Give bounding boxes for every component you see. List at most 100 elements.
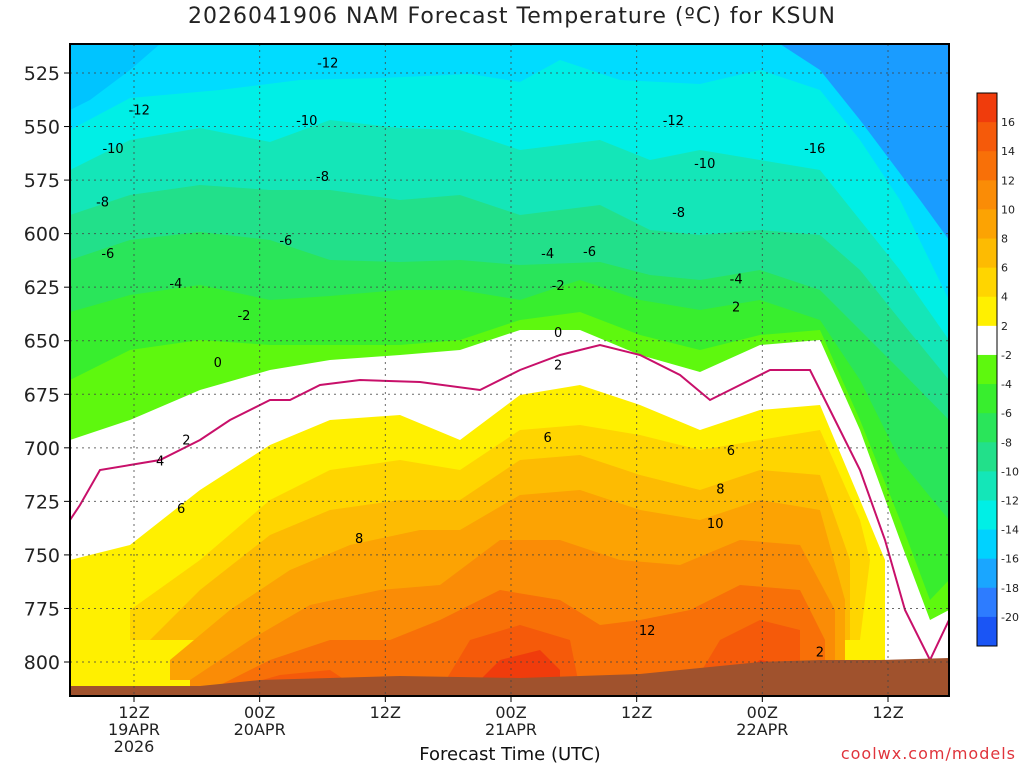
colorbar-swatch <box>977 413 997 443</box>
colorbar-swatch <box>977 616 997 647</box>
x-tick-label: 19APR <box>108 720 160 739</box>
contour-label: 0 <box>554 326 562 341</box>
colorbar-swatch <box>977 529 997 560</box>
y-tick-label: 725 <box>24 491 60 513</box>
contour-label: 2 <box>732 300 740 315</box>
band-lt-minus14 <box>70 44 949 240</box>
colorbar-label: -10 <box>1001 465 1019 478</box>
colorbar-label: -12 <box>1001 494 1019 507</box>
x-tick-label: 12Z <box>370 703 401 722</box>
x-tick-label: 12Z <box>621 703 652 722</box>
colorbar-label: 12 <box>1001 174 1015 187</box>
chart-title: 2026041906 NAM Forecast Temperature (ºC)… <box>188 4 836 29</box>
y-tick-label: 750 <box>24 545 60 567</box>
y-tick-label: 550 <box>24 117 60 139</box>
contour-label: -2 <box>237 309 250 324</box>
colorbar-label: 16 <box>1001 116 1015 129</box>
y-tick-label: 775 <box>24 598 60 620</box>
contour-label: 6 <box>177 502 185 517</box>
site-credit: coolwx.com/models <box>840 744 1016 763</box>
colorbar-swatch <box>977 384 997 414</box>
colorbar-swatch <box>977 238 997 269</box>
contour-label: -10 <box>694 157 715 172</box>
colorbar-label: 6 <box>1001 262 1008 275</box>
contour-label: 6 <box>544 431 552 446</box>
contour-label: 0 <box>214 356 222 371</box>
grid-lines <box>70 44 949 696</box>
y-tick-label: 575 <box>24 170 60 192</box>
x-tick-label: 00Z <box>495 703 526 722</box>
contour-label: 10 <box>707 517 724 532</box>
contour-label: 4 <box>156 455 164 470</box>
contour-label: -8 <box>672 206 685 221</box>
y-tick-label: 800 <box>24 652 60 674</box>
colorbar-swatch <box>977 558 997 589</box>
colorbar: 16 14 12 10 8 6 4 2 -2 -4 -6 -8 -10 -12 -14 -16 -18 -20 <box>976 92 1019 647</box>
band-minus14 <box>70 44 160 110</box>
colorbar-swatch <box>977 180 997 210</box>
contour-label: -8 <box>316 170 329 185</box>
contour-label: -8 <box>96 196 109 211</box>
contour-label: 8 <box>355 532 363 547</box>
colorbar-frame <box>976 92 998 647</box>
contour-label: -4 <box>169 277 182 292</box>
colorbar-label: -8 <box>1001 436 1012 449</box>
x-axis-title: Forecast Time (UTC) <box>419 744 601 765</box>
colorbar-swatch <box>977 442 997 472</box>
colorbar-label: 8 <box>1001 233 1008 246</box>
colorbar-label: -2 <box>1001 349 1012 362</box>
contour-label: -6 <box>583 245 596 260</box>
y-axis: 525 550 575 600 625 650 675 700 725 750 775 800 <box>24 63 70 674</box>
colorbar-swatch <box>977 151 997 181</box>
contour-label: 2 <box>554 358 562 373</box>
contour-label: 2 <box>182 433 190 448</box>
x-tick-label: 00Z <box>244 703 275 722</box>
contour-label: -12 <box>663 114 684 129</box>
colorbar-swatch <box>977 325 997 356</box>
colorbar-label: -20 <box>1001 611 1019 624</box>
contour-label: -10 <box>296 114 317 129</box>
y-tick-label: 625 <box>24 277 60 299</box>
colorbar-swatch <box>977 354 997 385</box>
contour-label: 6 <box>727 444 735 459</box>
y-tick-label: 600 <box>24 224 60 246</box>
contour-label: -12 <box>129 103 150 118</box>
colorbar-label: -4 <box>1001 378 1012 391</box>
colorbar-swatch <box>977 296 997 327</box>
x-tick-label: 12Z <box>872 703 903 722</box>
freezing-level-contour <box>70 343 949 663</box>
x-tick-label: 00Z <box>747 703 778 722</box>
contour-label: -16 <box>804 142 825 157</box>
x-tick-label: 2026 <box>114 737 155 756</box>
y-tick-label: 700 <box>24 438 60 460</box>
colorbar-label: -14 <box>1001 524 1019 537</box>
contour-label: -4 <box>541 247 554 262</box>
contour-label: -10 <box>102 142 123 157</box>
contour-label: -4 <box>730 273 743 288</box>
colorbar-label: 4 <box>1001 291 1008 304</box>
contour-label: 2 <box>816 645 824 660</box>
x-tick-label: 22APR <box>736 720 788 739</box>
colorbar-swatch <box>977 471 997 501</box>
colorbar-swatch <box>977 587 997 618</box>
colorbar-label: 14 <box>1001 145 1015 158</box>
contour-label: -6 <box>279 234 292 249</box>
colorbar-label: -6 <box>1001 407 1012 420</box>
colorbar-label: 2 <box>1001 320 1008 333</box>
colorbar-swatch <box>977 209 997 240</box>
colorbar-label: -18 <box>1001 582 1019 595</box>
y-tick-label: 525 <box>24 63 60 85</box>
contour-label: -12 <box>317 56 338 71</box>
y-tick-label: 650 <box>24 331 60 353</box>
x-tick-label: 20APR <box>234 720 286 739</box>
band-14 <box>220 620 800 692</box>
x-tick-label: 12Z <box>118 703 149 722</box>
surface-terrain <box>70 658 949 696</box>
x-tick-label: 21APR <box>485 720 537 739</box>
plot-frame <box>69 43 950 697</box>
colorbar-swatch <box>977 93 997 123</box>
contour-label: -2 <box>552 279 565 294</box>
y-tick-label: 675 <box>24 384 60 406</box>
